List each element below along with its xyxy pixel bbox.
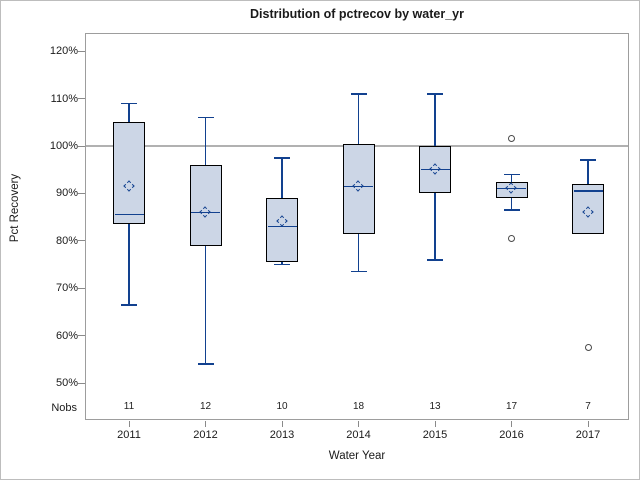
x-tick-mark (511, 421, 512, 427)
lower-whisker-line (357, 233, 360, 272)
y-tick-mark (78, 145, 85, 147)
y-tick-label: 50% (55, 377, 78, 389)
y-tick-mark (78, 98, 85, 100)
box-2011 (113, 122, 145, 225)
lower-whisker-cap (274, 263, 290, 266)
box-2014 (342, 143, 375, 234)
x-tick-label: 2015 (422, 429, 448, 441)
y-tick-mark (78, 287, 85, 289)
x-tick-label: 2016 (499, 429, 524, 441)
nobs-value: 18 (352, 401, 365, 412)
median-line-2017 (573, 190, 603, 192)
x-tick-label: 2012 (193, 429, 218, 441)
y-tick-mark (78, 240, 85, 242)
median-line-2012 (191, 211, 220, 214)
x-tick-mark (205, 421, 206, 427)
x-tick-mark (358, 421, 359, 427)
x-tick-label: 2014 (346, 429, 371, 441)
upper-whisker-line (204, 117, 207, 165)
box-2016 (495, 181, 528, 199)
median-line-2016 (497, 187, 526, 190)
box-2012 (189, 164, 222, 246)
upper-whisker-line (434, 93, 436, 146)
lower-whisker-line (510, 198, 513, 210)
y-axis-label: Pct Recovery (9, 173, 21, 243)
x-tick-mark (128, 421, 130, 427)
y-tick-mark (78, 192, 85, 194)
nobs-row-label: Nobs (51, 402, 77, 414)
outlier-point-2016 (508, 135, 515, 143)
lower-whisker-cap (350, 270, 367, 273)
nobs-value: 7 (585, 401, 591, 412)
y-tick-label: 120% (49, 45, 78, 58)
box-2017 (572, 183, 604, 234)
nobs-value: 17 (505, 401, 518, 412)
y-tick-label: 70% (55, 282, 78, 295)
upper-whisker-cap (580, 159, 596, 161)
upper-whisker-cap (503, 173, 520, 176)
nobs-value: 10 (276, 401, 288, 412)
y-tick-label: 100% (49, 140, 78, 152)
lower-whisker-cap (197, 363, 214, 365)
y-tick-label: 60% (55, 329, 78, 342)
median-line-2015 (420, 168, 450, 171)
upper-whisker-line (128, 103, 130, 123)
upper-whisker-cap (350, 93, 367, 95)
lower-whisker-cap (121, 304, 137, 306)
x-tick-label: 2017 (575, 429, 601, 441)
x-tick-label: 2013 (269, 429, 295, 441)
median-line-2011 (114, 213, 144, 216)
lower-whisker-cap (427, 259, 443, 261)
upper-whisker-line (587, 160, 589, 184)
plot-area: 120% 110% 100% 90% 80% 70% 60% 50% 2011 11 2012 12 2… (50, 33, 629, 441)
x-tick-label: 2011 (117, 429, 141, 441)
lower-whisker-line (204, 245, 207, 365)
lower-whisker-line (434, 193, 436, 260)
upper-whisker-cap (274, 157, 290, 159)
median-line-2013 (267, 225, 297, 228)
lower-whisker-cap (503, 209, 520, 211)
y-tick-label: 110% (50, 92, 78, 105)
upper-whisker-line (510, 174, 513, 182)
x-tick-mark (434, 421, 436, 427)
x-tick-mark (587, 421, 589, 427)
y-tick-label: 90% (55, 187, 78, 200)
y-tick-mark (78, 50, 85, 52)
x-axis-label: Water Year (328, 450, 386, 462)
nobs-value: 12 (199, 401, 212, 412)
upper-whisker-line (357, 93, 360, 144)
lower-whisker-line (128, 224, 130, 305)
median-line-2014 (344, 185, 373, 188)
x-tick-mark (281, 421, 283, 427)
y-tick-mark (78, 382, 85, 384)
y-tick-label: 80% (55, 234, 78, 247)
box-2013 (266, 198, 298, 263)
lower-whisker-line (281, 262, 283, 265)
chart-title: Distribution of pctrecov by water_yr (250, 7, 464, 21)
nobs-value: 13 (429, 401, 441, 412)
upper-whisker-cap (427, 93, 443, 95)
upper-whisker-line (281, 157, 283, 199)
y-tick-mark (78, 335, 85, 337)
outlier-point-2016 (508, 234, 515, 242)
outlier-point-2017 (584, 343, 592, 351)
upper-whisker-cap (197, 116, 214, 119)
upper-whisker-cap (121, 102, 137, 105)
nobs-value: 11 (123, 401, 135, 412)
lower-whisker-cap (580, 232, 596, 235)
